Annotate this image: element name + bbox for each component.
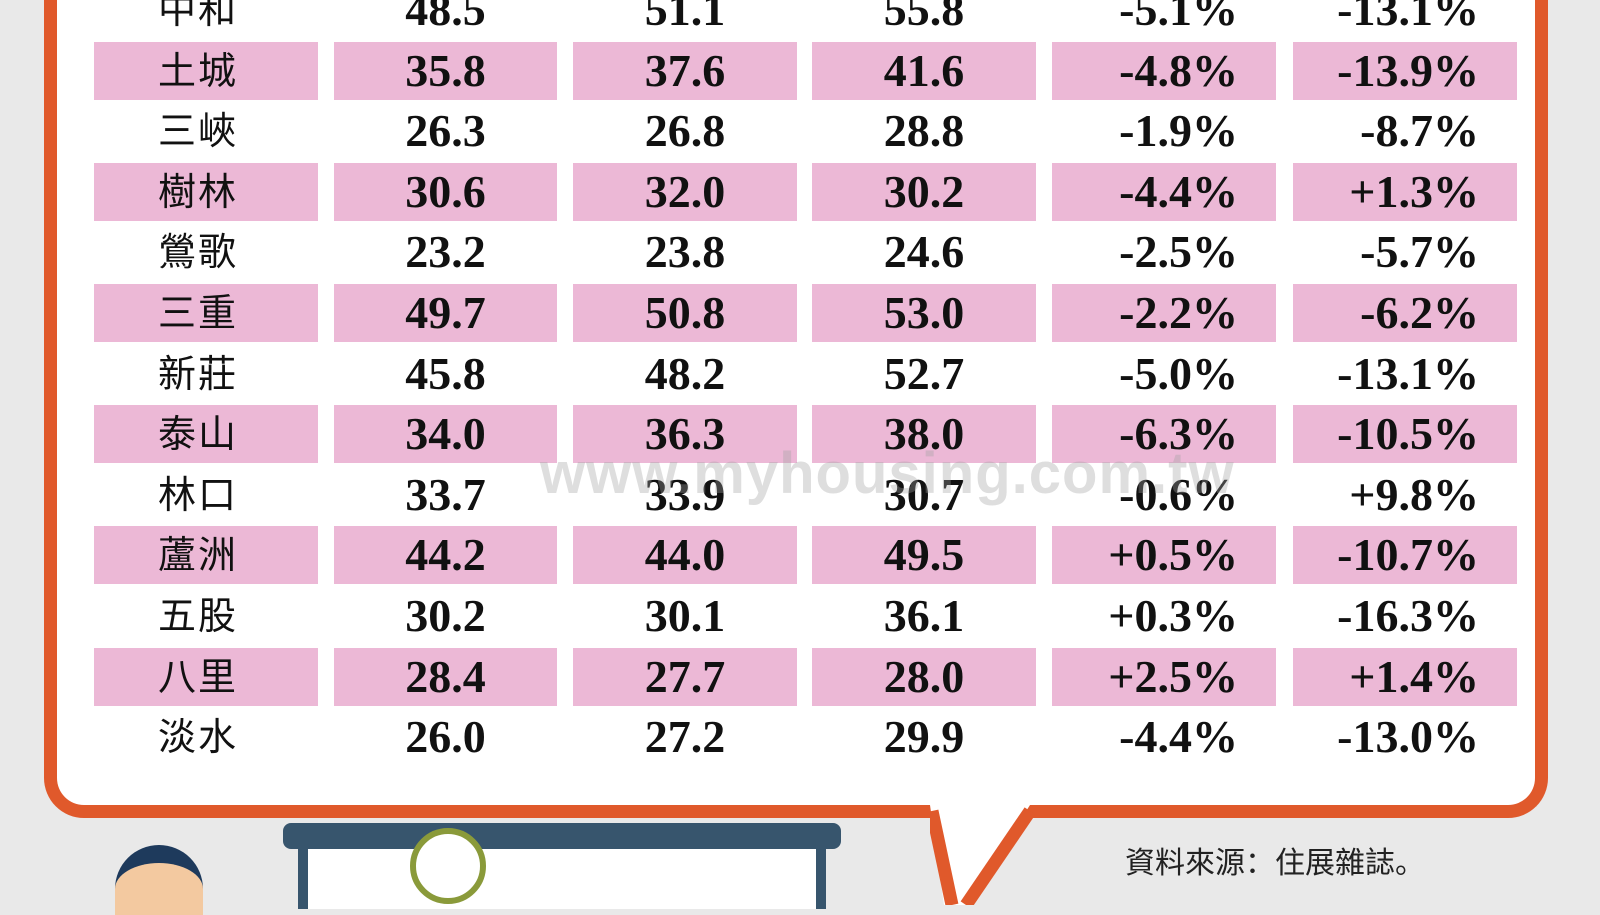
table-cell: 55.8 xyxy=(883,0,965,35)
source-note: 資料來源：住展雜誌。 xyxy=(1125,846,1425,881)
table-cell: 28.0 xyxy=(812,647,1036,706)
table-cell: -5.7% xyxy=(1360,226,1479,278)
district-name: 土城 xyxy=(94,41,318,100)
table-row: 五股 30.2 30.1 36.1 +0.3% -16.3% xyxy=(0,587,1600,645)
district-name: 中和 xyxy=(158,0,239,32)
table-cell: 38.0 xyxy=(812,405,1036,464)
table-cell: 48.2 xyxy=(644,347,726,399)
table-cell: 48.5 xyxy=(405,0,486,35)
table-cell: -13.1% xyxy=(1337,347,1479,399)
table-cell: 36.3 xyxy=(573,405,797,464)
table-cell: 44.0 xyxy=(573,526,797,585)
table-cell: 32.0 xyxy=(573,162,797,221)
table-cell: +1.4% xyxy=(1293,647,1517,706)
district-name: 鶯歌 xyxy=(158,230,239,275)
table-cell: 44.2 xyxy=(334,526,557,585)
table-row: 三重 49.7 50.8 53.0 -2.2% -6.2% xyxy=(0,284,1600,342)
table-cell: -8.7% xyxy=(1360,105,1479,157)
district-name: 泰山 xyxy=(94,405,318,464)
table-cell: 28.4 xyxy=(334,647,557,706)
table-cell: 30.7 xyxy=(883,468,965,520)
table-cell: 34.0 xyxy=(334,405,557,464)
table-row: 中和 48.5 51.1 55.8 -5.1% -13.1% xyxy=(0,0,1600,39)
table-row: 土城 35.8 37.6 41.6 -4.8% -13.9% xyxy=(0,41,1600,100)
table-cell: 30.2 xyxy=(405,590,486,641)
table-cell: 26.3 xyxy=(405,105,486,157)
table-cell: 50.8 xyxy=(573,284,797,342)
presentation-board xyxy=(298,849,826,909)
table-cell: -6.2% xyxy=(1293,284,1517,342)
table-cell: +2.5% xyxy=(1052,647,1276,706)
table-cell: 24.6 xyxy=(883,226,965,278)
table-cell: -5.1% xyxy=(1119,0,1238,35)
table-cell: 36.1 xyxy=(883,590,965,641)
table-cell: 27.2 xyxy=(644,711,726,763)
table-row: 泰山 34.0 36.3 38.0 -6.3% -10.5% xyxy=(0,405,1600,464)
table-cell: 30.2 xyxy=(812,162,1036,221)
watermark: www.myhousing.com.tw xyxy=(540,441,1235,506)
table-cell: 37.6 xyxy=(573,41,797,100)
table-cell: -1.9% xyxy=(1119,105,1238,157)
table-cell: -6.3% xyxy=(1052,405,1276,464)
bar-chart-icon xyxy=(410,828,486,904)
table-cell: +9.8% xyxy=(1349,468,1479,520)
table-cell: -5.0% xyxy=(1119,347,1238,399)
table-cell: 49.5 xyxy=(812,526,1036,585)
table-cell: -2.2% xyxy=(1052,284,1276,342)
district-name: 新莊 xyxy=(158,351,239,396)
table-cell: -2.5% xyxy=(1119,226,1238,278)
table-row: 新莊 45.8 48.2 52.7 -5.0% -13.1% xyxy=(0,345,1600,403)
table-cell: +0.3% xyxy=(1108,590,1238,641)
district-name: 三重 xyxy=(94,284,318,342)
table-cell: -0.6% xyxy=(1119,468,1238,520)
table-cell: -13.0% xyxy=(1337,711,1479,763)
table-cell: -10.7% xyxy=(1293,526,1517,585)
district-name: 淡水 xyxy=(158,715,239,760)
table-cell: -4.8% xyxy=(1052,41,1276,100)
table-cell: 30.6 xyxy=(334,162,557,221)
table-cell: 26.0 xyxy=(405,711,486,763)
table-cell: -13.9% xyxy=(1293,41,1517,100)
table-row: 蘆洲 44.2 44.0 49.5 +0.5% -10.7% xyxy=(0,526,1600,585)
table-cell: 51.1 xyxy=(644,0,726,35)
table-cell: +0.5% xyxy=(1052,526,1276,585)
district-name: 五股 xyxy=(158,594,239,638)
table-row: 樹林 30.6 32.0 30.2 -4.4% +1.3% xyxy=(0,162,1600,221)
table-cell: 29.9 xyxy=(883,711,965,763)
table-cell: 45.8 xyxy=(405,347,486,399)
table-row: 林口 33.7 33.9 30.7 -0.6% +9.8% xyxy=(0,466,1600,524)
district-name: 樹林 xyxy=(94,162,318,221)
presenter-person-icon xyxy=(115,845,203,915)
district-name: 林口 xyxy=(158,472,239,517)
table-cell: 35.8 xyxy=(334,41,557,100)
table-row: 八里 28.4 27.7 28.0 +2.5% +1.4% xyxy=(0,647,1600,706)
table-cell: -10.5% xyxy=(1293,405,1517,464)
table-cell: 52.7 xyxy=(883,347,965,399)
table-cell: 49.7 xyxy=(334,284,557,342)
table-row: 三峽 26.3 26.8 28.8 -1.9% -8.7% xyxy=(0,102,1600,160)
presentation-board-bar xyxy=(283,823,841,849)
table-cell: -4.4% xyxy=(1119,711,1238,763)
table-row: 鶯歌 23.2 23.8 24.6 -2.5% -5.7% xyxy=(0,223,1600,281)
table-cell: 26.8 xyxy=(644,105,726,157)
table-cell: +1.3% xyxy=(1293,162,1517,221)
district-name: 蘆洲 xyxy=(94,526,318,585)
table-cell: 41.6 xyxy=(812,41,1036,100)
table-cell: -13.1% xyxy=(1337,0,1479,35)
table-cell: 33.9 xyxy=(644,468,726,520)
table-cell: -16.3% xyxy=(1337,590,1479,641)
table-cell: 27.7 xyxy=(573,647,797,706)
table-row: 淡水 26.0 27.2 29.9 -4.4% -13.0% xyxy=(0,708,1600,766)
table-cell: 30.1 xyxy=(644,590,726,641)
table-cell: 28.8 xyxy=(883,105,965,157)
table-cell: 53.0 xyxy=(812,284,1036,342)
table-cell: 23.2 xyxy=(405,226,486,278)
table-cell: 33.7 xyxy=(405,468,486,520)
table-cell: 23.8 xyxy=(644,226,726,278)
district-name: 三峽 xyxy=(158,109,239,154)
district-name: 八里 xyxy=(94,647,318,706)
table-cell: -4.4% xyxy=(1052,162,1276,221)
